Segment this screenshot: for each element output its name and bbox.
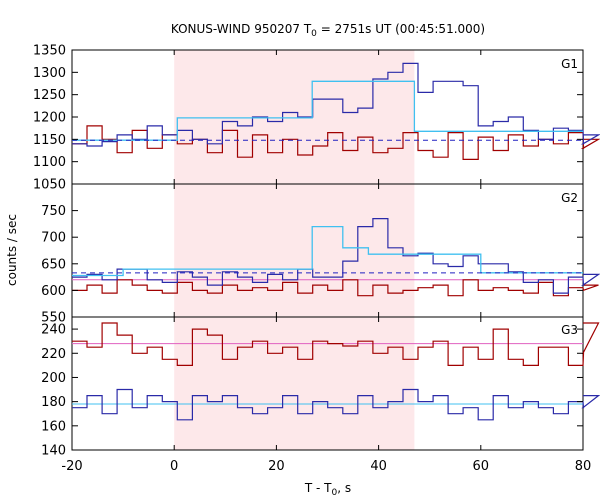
x-axis-label-subscript: 0 bbox=[332, 488, 338, 498]
series-layer bbox=[72, 62, 600, 421]
panel-label-g3: G3 bbox=[561, 323, 578, 337]
panel-g3-y-tick-label-220: 220 bbox=[41, 347, 66, 362]
x-tick-label--20: -20 bbox=[61, 459, 82, 474]
x-tick-label-80: 80 bbox=[575, 459, 592, 474]
shaded-interval-rect bbox=[174, 50, 415, 450]
panel-g1-y-tick-label-1150: 1150 bbox=[33, 133, 66, 148]
panel-g1-y-tick-label-1050: 1050 bbox=[33, 178, 66, 193]
x-tick-label-60: 60 bbox=[473, 459, 490, 474]
panel-g2-red-series bbox=[72, 279, 599, 297]
panel-g1-y-tick-label-1350: 1350 bbox=[33, 44, 66, 59]
panel-g1-blue-series bbox=[72, 62, 600, 147]
panel-g2-model-line bbox=[72, 225, 583, 277]
x-tick-label-20: 20 bbox=[268, 459, 285, 474]
panel-g2-y-tick-label-550: 550 bbox=[41, 311, 66, 326]
panel-g3-red-series bbox=[72, 322, 600, 366]
chart-title: KONUS-WIND 950207 T0 = 2751s UT (00:45:5… bbox=[171, 22, 485, 39]
panel-g2-y-tick-label-650: 650 bbox=[41, 257, 66, 272]
panel-g3-y-tick-label-240: 240 bbox=[41, 323, 66, 338]
panel-g3-blue-series bbox=[72, 388, 600, 421]
panel-g1-y-tick-label-1100: 1100 bbox=[33, 155, 66, 170]
panel-g2-blue-series bbox=[72, 218, 600, 294]
panel-label-g1: G1 bbox=[561, 57, 578, 71]
shaded-interval bbox=[174, 50, 415, 450]
panel-g2-y-tick-label-700: 700 bbox=[41, 231, 66, 246]
x-tick-label-0: 0 bbox=[170, 459, 178, 474]
x-axis-label: T - T0, s bbox=[304, 481, 351, 498]
panel-g2-y-tick-label-750: 750 bbox=[41, 204, 66, 219]
panel-g3-y-tick-label-160: 160 bbox=[41, 419, 66, 434]
x-axis-label-rest: , s bbox=[337, 481, 351, 495]
panel-g3-y-tick-label-140: 140 bbox=[41, 444, 66, 459]
chart-title-rest: = 2751s UT (00:45:51.000) bbox=[317, 22, 485, 36]
panel-g1-red-series bbox=[72, 125, 600, 160]
panel-g1-model-line bbox=[72, 80, 583, 141]
x-tick-label-40: 40 bbox=[370, 459, 387, 474]
panel-g1-y-tick-label-1250: 1250 bbox=[33, 88, 66, 103]
tick-layer: 1050110011501200125013001350550600650700… bbox=[33, 44, 591, 475]
y-axis-label: counts / sec bbox=[5, 214, 19, 286]
panel-g3-y-tick-label-200: 200 bbox=[41, 371, 66, 386]
panel-g2-y-tick-label-600: 600 bbox=[41, 284, 66, 299]
panel-label-g2: G2 bbox=[561, 191, 578, 205]
panel-g3-y-tick-label-180: 180 bbox=[41, 395, 66, 410]
panel-g1-y-tick-label-1200: 1200 bbox=[33, 111, 66, 126]
panel-g3-frame bbox=[71, 316, 584, 451]
panel-g1-y-tick-label-1300: 1300 bbox=[33, 66, 66, 81]
chart-title-subscript: 0 bbox=[311, 29, 317, 39]
